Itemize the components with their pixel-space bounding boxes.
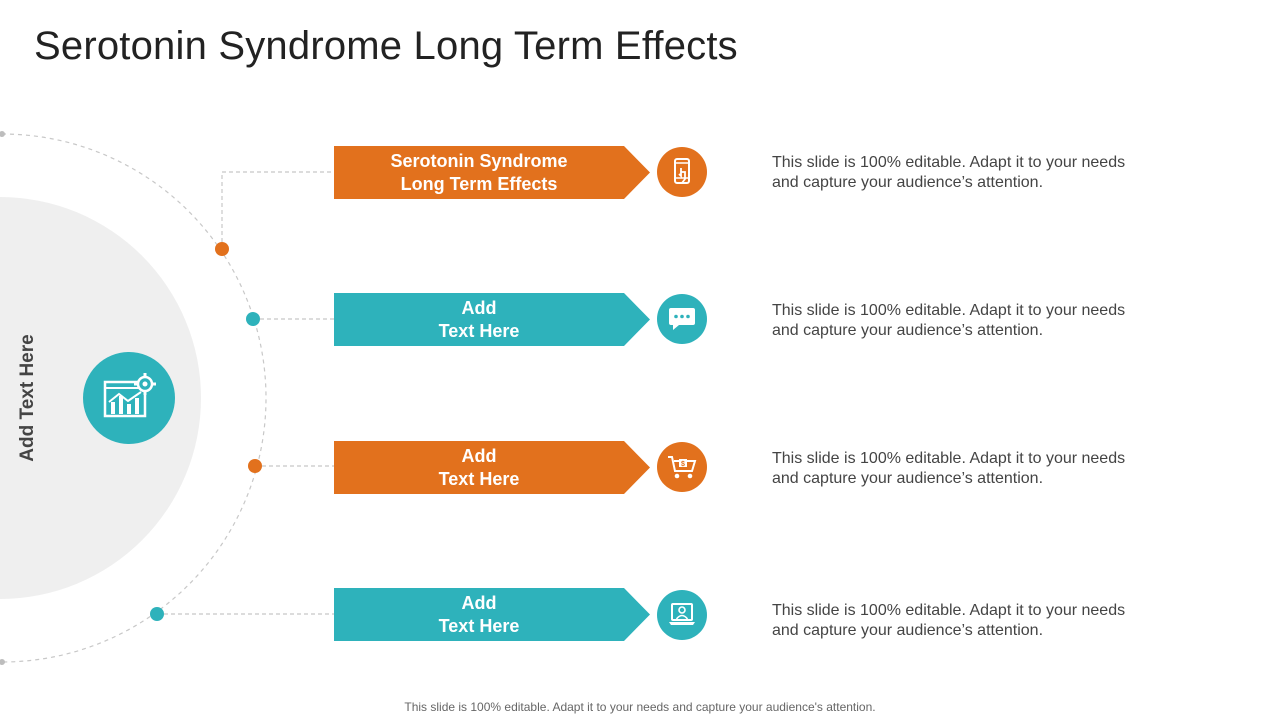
icon-circle-4 — [657, 590, 707, 640]
connector-1 — [221, 171, 334, 249]
description-2: This slide is 100% editable. Adapt it to… — [772, 302, 1126, 339]
arrow-label-2: Add Text Here — [438, 297, 520, 341]
footer-note: This slide is 100% editable. Adapt it to… — [404, 700, 876, 714]
icon-circle-2 — [657, 294, 707, 344]
description-3: This slide is 100% editable. Adapt it to… — [772, 450, 1126, 487]
arc-dot-3 — [248, 459, 262, 473]
icon-circle-3: $ — [657, 442, 707, 492]
page-title: Serotonin Syndrome Long Term Effects — [34, 24, 738, 68]
arc-dot-1 — [215, 242, 229, 256]
arrow-banner-2: Add Text Here — [334, 293, 650, 346]
hub-circle — [83, 352, 175, 444]
arc-dot-2 — [246, 312, 260, 326]
dashed-arc — [1, 133, 267, 663]
svg-text:$: $ — [681, 461, 685, 468]
icon-circle-1 — [657, 147, 707, 197]
shopping-cart-icon: $ — [668, 456, 697, 479]
description-1: This slide is 100% editable. Adapt it to… — [772, 154, 1126, 191]
chat-bubble-icon — [669, 308, 695, 330]
arrow-banner-4: Add Text Here — [334, 588, 650, 641]
laptop-user-icon — [669, 603, 695, 625]
chart-gear-icon — [103, 373, 156, 418]
mobile-touch-icon — [674, 158, 690, 184]
arc-dot-4 — [150, 607, 164, 621]
arrow-banner-1: Serotonin Syndrome Long Term Effects — [334, 146, 650, 199]
arrow-label-3: Add Text Here — [438, 445, 520, 489]
arrow-label-1: Serotonin Syndrome Long Term Effects — [390, 150, 568, 194]
side-label: Add Text Here — [17, 334, 38, 462]
arrow-label-4: Add Text Here — [438, 592, 520, 636]
description-4: This slide is 100% editable. Adapt it to… — [772, 602, 1126, 639]
arrow-banner-3: Add Text Here — [334, 441, 650, 494]
